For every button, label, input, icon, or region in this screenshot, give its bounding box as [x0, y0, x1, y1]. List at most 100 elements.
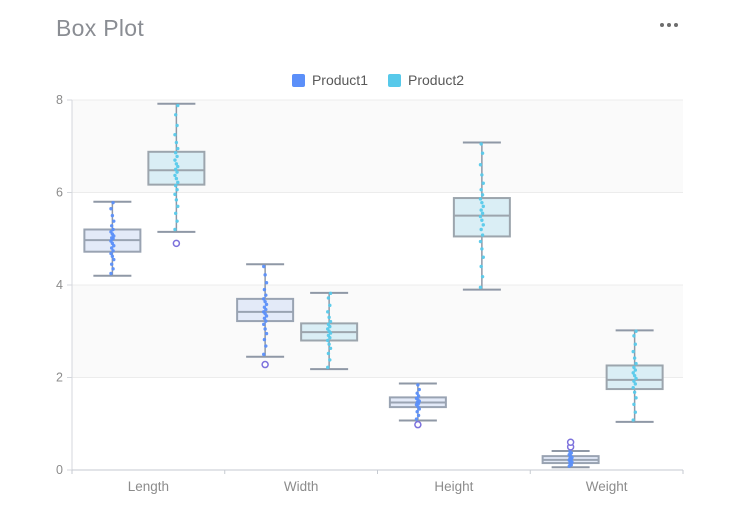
jitter-points [414, 383, 421, 421]
box-product1-weight[interactable] [541, 438, 600, 469]
outlier-point[interactable] [172, 239, 181, 248]
ellipsis-icon [660, 23, 664, 27]
data-point [173, 158, 177, 162]
legend: Product1 Product2 [0, 72, 756, 88]
data-point [262, 310, 266, 314]
data-point [634, 376, 638, 381]
jitter-points [326, 291, 333, 370]
data-point [109, 224, 114, 228]
data-point [326, 338, 330, 343]
data-point [264, 293, 268, 297]
legend-item-product2[interactable]: Product2 [388, 72, 464, 88]
split-bands [72, 100, 683, 378]
data-point [111, 249, 115, 253]
data-point [176, 180, 180, 185]
data-point [481, 204, 485, 209]
data-point [326, 322, 331, 327]
data-point [633, 368, 638, 372]
data-point [262, 287, 267, 292]
data-point [262, 352, 266, 357]
box-product2-length[interactable] [147, 102, 206, 248]
box-product2-width[interactable] [300, 291, 359, 371]
data-point [478, 197, 483, 201]
data-point [173, 211, 178, 216]
data-point [568, 449, 572, 454]
outlier-point[interactable] [566, 438, 575, 446]
box-product2-weight[interactable] [605, 329, 664, 423]
legend-label: Product1 [311, 72, 368, 88]
data-point [173, 227, 177, 232]
data-point [264, 331, 269, 336]
jitter-points [109, 200, 116, 276]
data-point [109, 262, 114, 266]
data-point [173, 173, 177, 178]
data-point [480, 233, 485, 237]
data-point [110, 213, 115, 218]
data-point [417, 387, 421, 392]
data-point [264, 344, 268, 348]
data-point [109, 206, 113, 211]
data-point [632, 373, 637, 378]
data-point [328, 291, 333, 296]
data-point [415, 391, 419, 395]
data-point [262, 297, 266, 301]
data-point [111, 200, 115, 205]
data-point [326, 351, 331, 356]
data-point [264, 319, 268, 323]
data-point [327, 342, 331, 346]
data-point [111, 227, 115, 232]
x-axis-label-length: Length [128, 479, 169, 494]
data-point [173, 167, 178, 172]
data-point [109, 230, 113, 234]
data-point [480, 274, 485, 279]
jitter-points [567, 449, 574, 468]
y-axis-label-2: 2 [56, 371, 63, 385]
data-point [632, 356, 637, 360]
box-product1-height[interactable] [388, 382, 447, 429]
data-point [326, 333, 331, 338]
data-point [479, 142, 483, 146]
data-point [176, 164, 180, 169]
data-point [176, 146, 180, 151]
data-point [327, 315, 331, 320]
outlier-point[interactable] [414, 420, 422, 429]
more-menu-button[interactable] [656, 18, 682, 32]
data-point [634, 329, 638, 333]
data-point [262, 316, 267, 320]
box-product1-width[interactable] [236, 263, 295, 369]
data-point [480, 151, 485, 155]
data-point [262, 337, 267, 342]
jitter-points [173, 103, 180, 232]
data-point [481, 181, 485, 185]
data-point [262, 264, 266, 269]
box-product1-length[interactable] [83, 200, 142, 277]
data-point [109, 239, 113, 243]
y-axis: 0 2 4 6 8 [56, 93, 73, 477]
data-point [175, 188, 179, 192]
data-point [173, 183, 178, 188]
data-point [173, 192, 177, 197]
data-point [631, 371, 635, 375]
data-point [173, 132, 177, 137]
box-product2-height[interactable] [452, 141, 511, 291]
data-point [326, 327, 330, 331]
data-point [109, 246, 114, 250]
jitter-points [631, 329, 638, 422]
data-point [263, 327, 267, 331]
band [72, 285, 683, 378]
data-point [478, 214, 483, 219]
data-point [176, 204, 180, 209]
outlier-point[interactable] [261, 360, 269, 369]
legend-swatch-icon [291, 73, 305, 87]
data-point [175, 219, 179, 223]
data-point [631, 418, 635, 422]
data-point [326, 296, 331, 300]
data-point [263, 299, 267, 304]
legend-item-product1[interactable]: Product1 [291, 72, 368, 88]
y-axis-label-0: 0 [56, 463, 63, 477]
data-point [112, 257, 116, 262]
data-point [632, 402, 636, 407]
x-axis-label-weight: Weight [586, 479, 628, 494]
